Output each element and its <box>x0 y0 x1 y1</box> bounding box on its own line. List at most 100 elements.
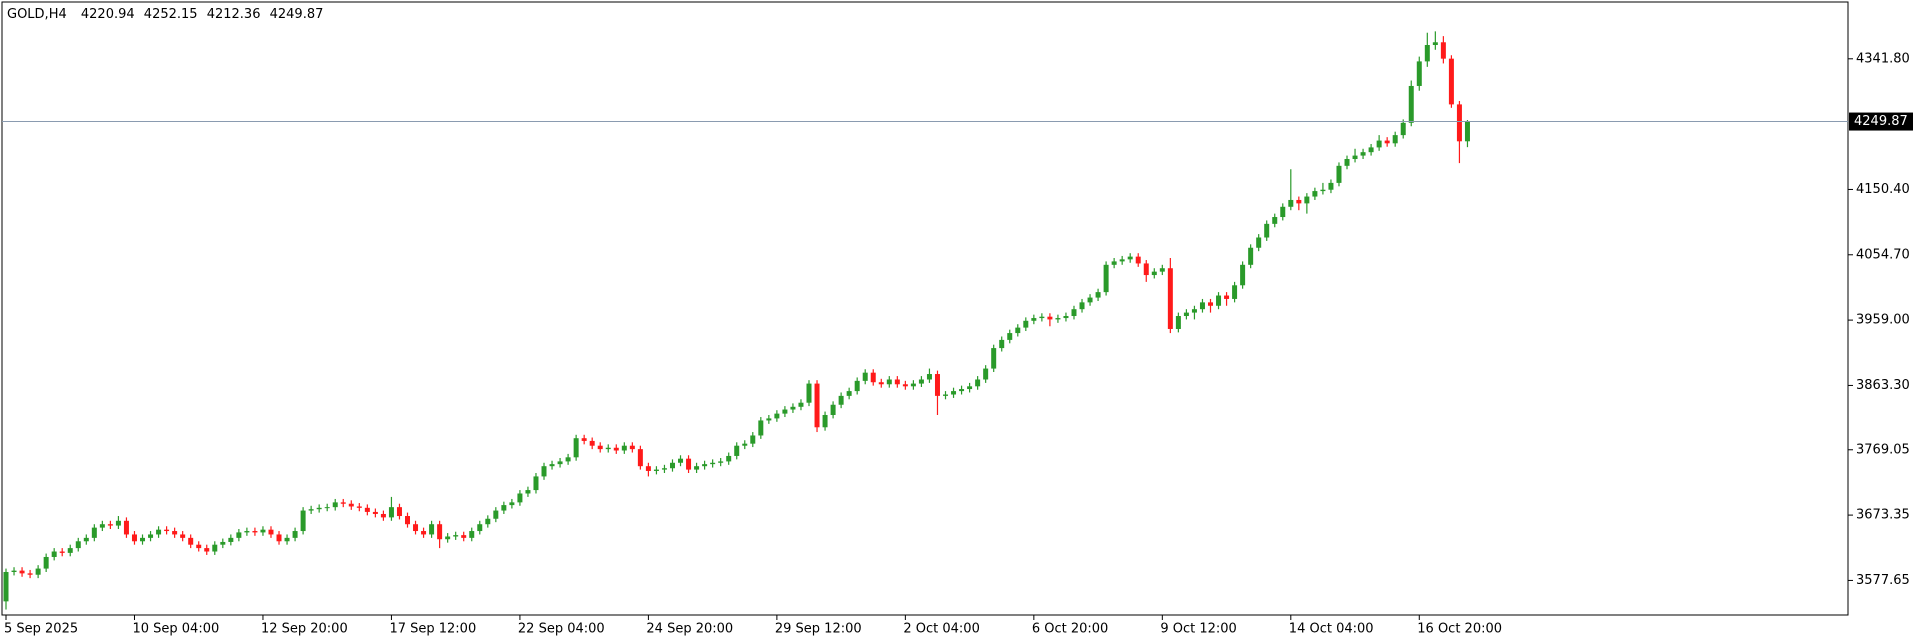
candle-body <box>292 531 298 538</box>
candle-body <box>276 534 282 542</box>
candle-body <box>838 395 844 405</box>
y-tick-label: 3673.35 <box>1856 508 1910 523</box>
candle-body <box>902 384 908 387</box>
candle-body <box>1288 199 1294 207</box>
candle-body <box>123 520 129 535</box>
candle-body <box>645 466 651 471</box>
candle-body <box>493 510 499 519</box>
candle-body <box>1368 147 1374 153</box>
candle-body <box>525 490 531 494</box>
candle-body <box>244 531 250 533</box>
candle-body <box>621 445 627 451</box>
candle-body <box>196 544 202 549</box>
y-tick-label: 3959.00 <box>1856 313 1910 328</box>
candle-body <box>710 462 716 465</box>
candle-body <box>1055 318 1061 320</box>
candle-body <box>814 383 820 428</box>
candle-body <box>316 507 322 510</box>
candle-body <box>372 511 378 514</box>
candle-body <box>1183 312 1189 317</box>
candle-body <box>156 529 162 535</box>
candle-body <box>1151 271 1157 276</box>
candle-body <box>573 438 579 458</box>
candle-body <box>445 536 451 540</box>
candle-body <box>661 468 667 470</box>
candle-body <box>1440 42 1446 59</box>
x-tick-label: 12 Sep 20:00 <box>261 622 348 637</box>
candle-body <box>1280 206 1286 218</box>
candle-body <box>1328 182 1334 190</box>
candle-body <box>678 458 684 463</box>
y-tick-label: 3577.65 <box>1856 573 1910 588</box>
candle-body <box>252 531 258 533</box>
candle-body <box>533 476 539 491</box>
candle-body <box>204 548 210 552</box>
candle-body <box>1320 189 1326 192</box>
candle-body <box>629 445 635 450</box>
candle-body <box>959 389 965 392</box>
x-tick-label: 2 Oct 04:00 <box>903 622 979 637</box>
candle-body <box>453 535 459 537</box>
candle-body <box>1256 237 1262 248</box>
y-tick-label: 3769.05 <box>1856 442 1910 457</box>
candle-body <box>734 445 740 456</box>
candle-body <box>107 524 113 526</box>
candle-body <box>1344 159 1350 166</box>
candle-body <box>1199 302 1205 310</box>
candle-body <box>951 391 957 395</box>
candle-body <box>380 513 386 518</box>
candle-body <box>43 556 49 569</box>
candle-body <box>1208 302 1213 306</box>
candle-body <box>164 529 170 532</box>
candle-body <box>983 368 989 380</box>
candle-body <box>926 374 932 380</box>
candle-body <box>1416 61 1422 86</box>
x-tick-label: 24 Sep 20:00 <box>646 622 733 637</box>
candle-body <box>148 534 154 538</box>
y-tick-label: 4150.40 <box>1856 182 1910 197</box>
candle-body <box>669 462 675 469</box>
candle-body <box>356 506 362 508</box>
candle-body <box>1119 259 1125 262</box>
candle-body <box>51 551 57 557</box>
candle-body <box>830 404 836 415</box>
candle-body <box>308 509 314 511</box>
candle-body <box>822 414 828 428</box>
candle-body <box>485 518 491 525</box>
candle-body <box>613 447 619 451</box>
candle-body <box>300 510 306 532</box>
candle-body <box>1007 333 1013 340</box>
candle-body <box>3 571 9 602</box>
candle-body <box>975 379 981 387</box>
candle-body <box>236 532 242 538</box>
candle-body <box>758 420 764 436</box>
candle-body <box>798 402 804 407</box>
candle-body <box>35 568 41 575</box>
header-high: 4252.15 <box>144 7 198 22</box>
x-tick-label: 14 Oct 04:00 <box>1289 622 1374 637</box>
candle-body <box>806 383 812 403</box>
plot-frame <box>1 1 1849 616</box>
candle-body <box>437 524 443 540</box>
candle-body <box>348 503 354 507</box>
candle-body <box>597 445 603 450</box>
candle-body <box>517 493 523 503</box>
candle-body <box>172 531 178 535</box>
x-tick-label: 9 Oct 12:00 <box>1160 622 1236 637</box>
price-label: 4249.87 <box>1854 114 1908 129</box>
y-tick-label: 3863.30 <box>1856 378 1910 393</box>
candle-body <box>565 457 571 462</box>
header-close: 4249.87 <box>270 7 324 22</box>
candle-body <box>1392 135 1398 144</box>
candle-body <box>1384 140 1390 144</box>
candle-body <box>918 379 924 384</box>
candle-body <box>637 449 643 467</box>
candle-body <box>67 548 73 553</box>
x-tick-label: 22 Sep 04:00 <box>518 622 605 637</box>
candle-body <box>1376 140 1382 148</box>
candle-body <box>1127 256 1133 260</box>
candle-body <box>461 535 467 538</box>
candle-body <box>991 348 997 369</box>
candle-body <box>862 372 868 381</box>
